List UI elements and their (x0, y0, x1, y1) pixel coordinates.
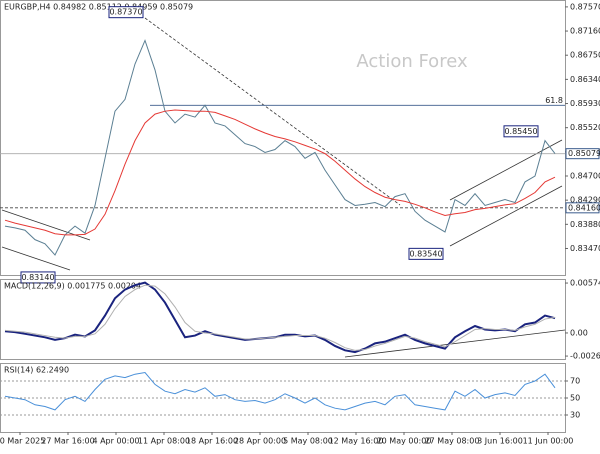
panel-title: MACD(12,26,9) 0.001775 0.00204 (4, 282, 141, 291)
annotation-box (20, 271, 56, 284)
x-tick-label: 27 May 08:00 (425, 437, 480, 446)
panel-title: RSI(14) 62.2490 (4, 366, 69, 375)
x-tick-label: 3 Jun 16:00 (477, 437, 523, 446)
y-tick-label: 50 (570, 394, 580, 403)
x-tick-label: 12 May 16:00 (329, 437, 384, 446)
y-tick-label: 0.84700 (570, 172, 600, 181)
x-tick-label: 28 Apr 00:00 (234, 437, 286, 446)
macd-panel (0, 279, 566, 360)
annotation-label: 0.87370 (109, 8, 142, 17)
level-label: 61.8 (545, 96, 563, 105)
series-line (4, 284, 556, 351)
x-tick-label: 18 Apr 16:00 (186, 437, 238, 446)
y-tick-label: 0.87570 (570, 2, 600, 11)
panel-title: EURGBP,H4 0.84982 0.85112 0.84959 0.8507… (4, 3, 193, 12)
y-tick-label: 0.85930 (570, 99, 600, 108)
price-box-label: 0.85079 (568, 149, 600, 158)
x-tick-label: 5 May 08:00 (283, 437, 333, 446)
y-tick-label: 0.83470 (570, 244, 600, 253)
y-tick-label: 70 (570, 377, 580, 386)
watermark: Action Forex (356, 51, 468, 72)
main-panel (0, 0, 566, 276)
x-tick-label: 11 Jun 00:00 (523, 437, 574, 446)
annotation-label: 0.83540 (409, 249, 442, 258)
series-line (4, 109, 556, 236)
annotation-label: 0.83140 (21, 273, 54, 282)
y-tick-label: 0.86750 (570, 51, 600, 60)
y-tick-label: 0.00 (570, 328, 588, 337)
y-tick-label: -0.002663 (570, 352, 600, 361)
x-tick-label: 4 Apr 00:00 (92, 437, 139, 446)
price-box-label: 0.84160 (568, 203, 600, 212)
x-tick-label: 27 Mar 16:00 (41, 437, 94, 446)
series-line (4, 39, 556, 256)
y-tick-label: 0.83880 (570, 220, 600, 229)
y-tick-label: 0.85520 (570, 123, 600, 132)
x-tick-label: 20 Mar 2025 (0, 437, 45, 446)
series-line (4, 281, 556, 354)
y-tick-label: 0.87160 (570, 27, 600, 36)
price-box (565, 148, 600, 160)
y-tick-label: 30 (570, 411, 580, 420)
x-tick-label: 11 Apr 08:00 (138, 437, 190, 446)
y-tick-label: 0.84290 (570, 196, 600, 205)
annotation-box (503, 125, 539, 138)
x-tick-label: 20 May 00:00 (377, 437, 432, 446)
y-tick-label: 0.005749 (570, 279, 600, 288)
annotation-label: 0.85450 (504, 127, 537, 136)
annotation-box (108, 6, 144, 19)
annotation-box (408, 247, 444, 260)
price-box (565, 202, 600, 214)
y-tick-label: 0.86340 (570, 75, 600, 84)
series-line (4, 371, 556, 411)
